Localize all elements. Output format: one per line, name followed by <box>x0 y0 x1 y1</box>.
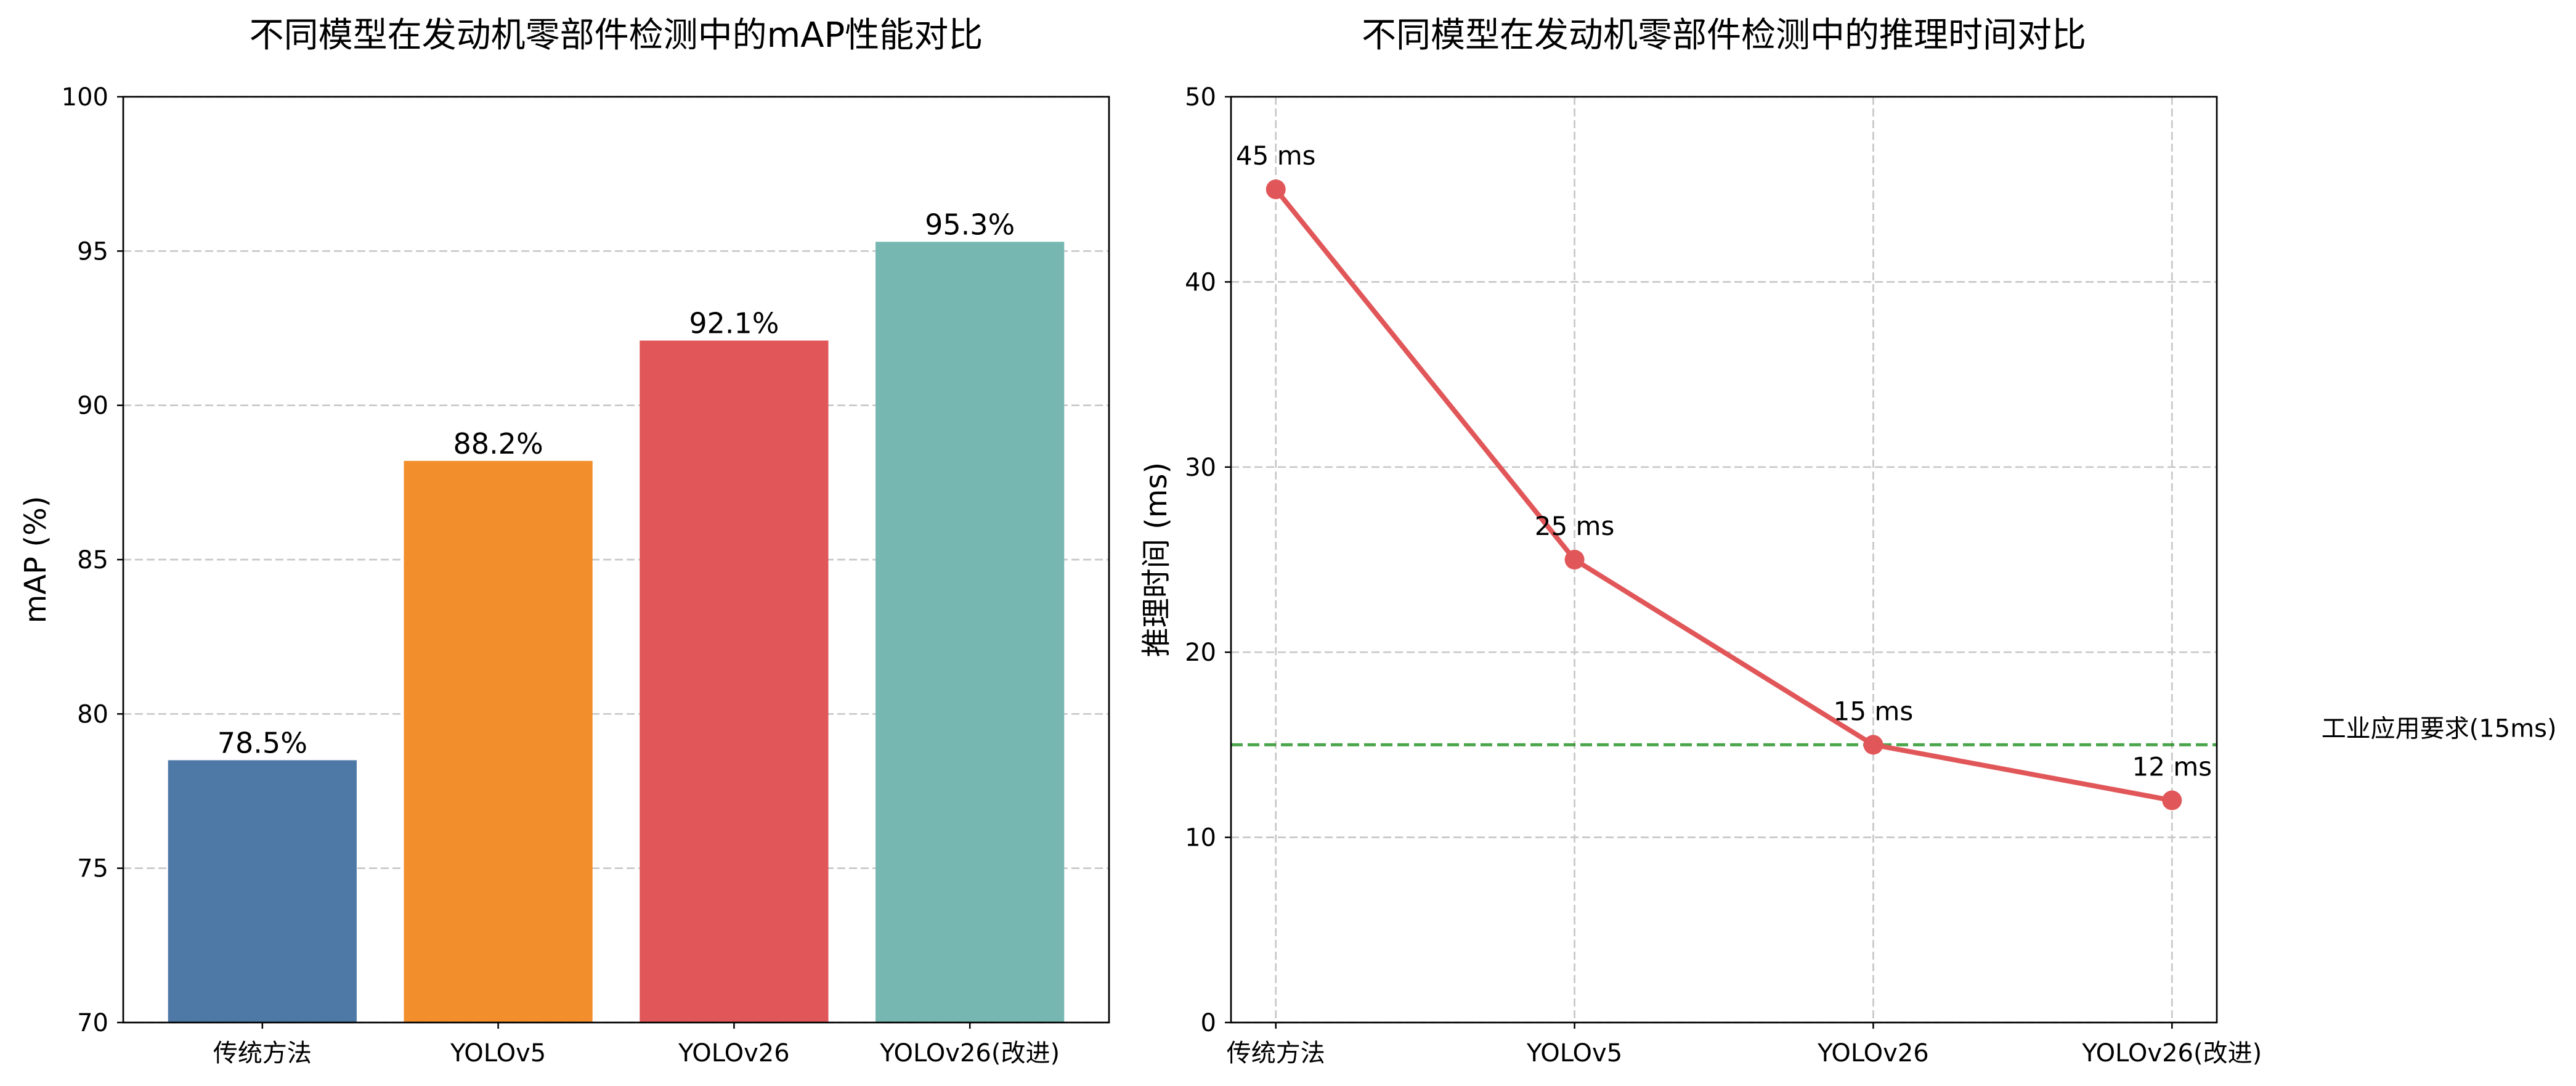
data-points: 45 ms 25 ms 15 ms 12 ms <box>1236 141 2212 810</box>
x-tick-label: YOLOv26 <box>678 1039 790 1068</box>
data-point <box>1266 179 1286 200</box>
y-tick-label: 80 <box>77 700 108 729</box>
y-tick-label: 40 <box>1185 268 1216 296</box>
inference-time-line-chart: 不同模型在发动机零部件检测中的推理时间对比 推理时间 (ms) 工业应用要求(1… <box>1139 15 2557 1068</box>
data-point-label: 45 ms <box>1236 141 1316 171</box>
y-tick-label: 30 <box>1185 454 1216 482</box>
data-point <box>1863 735 1883 755</box>
axes-frame <box>122 96 1110 1024</box>
y-tick-label: 0 <box>1201 1009 1216 1037</box>
x-tick-label: 传统方法 <box>213 1039 312 1068</box>
bar-value-label: 88.2% <box>453 427 543 460</box>
x-tick-label: YOLOv5 <box>450 1039 546 1068</box>
chart-title: 不同模型在发动机零部件检测中的推理时间对比 <box>1362 15 2086 55</box>
bars: 78.5% 88.2% 92.1% 95.3% <box>168 208 1065 1023</box>
bar-value-label: 95.3% <box>925 208 1015 241</box>
x-tick-label: 传统方法 <box>1227 1039 1325 1068</box>
y-axis-label: 推理时间 (ms) <box>1139 462 1174 657</box>
chart-title: 不同模型在发动机零部件检测中的mAP性能对比 <box>250 15 983 55</box>
x-tick-label: YOLOv26 <box>1817 1039 1929 1068</box>
axis-ticks: 70 75 80 85 90 95 100 传统方法 YOLOv5 YOLOv26 YOLOv26(… <box>62 83 1060 1068</box>
data-point <box>1564 550 1585 570</box>
plot-area: 工业应用要求(15ms) 45 ms 25 ms 15 ms 12 ms 0 10 20 30 4… <box>1185 83 2557 1068</box>
axis-ticks: 0 10 20 30 40 50 传统方法 YOLOv5 YOLOv26 YOLOv26(改进) <box>1185 83 2262 1068</box>
map-bar-chart: 不同模型在发动机零部件检测中的mAP性能对比 mAP (%) 78.5% 88.2… <box>18 15 1110 1068</box>
y-tick-label: 85 <box>77 546 108 574</box>
bar-value-label: 78.5% <box>217 726 307 759</box>
bar <box>640 340 829 1023</box>
reference-line-label: 工业应用要求(15ms) <box>2322 714 2557 743</box>
y-tick-label: 100 <box>62 83 108 112</box>
data-point <box>2162 790 2182 810</box>
y-tick-label: 10 <box>1185 824 1216 852</box>
y-tick-label: 70 <box>77 1009 108 1037</box>
bar-value-label: 92.1% <box>689 307 779 340</box>
y-tick-label: 90 <box>77 392 108 420</box>
x-tick-label: YOLOv26(改进) <box>2081 1039 2262 1068</box>
x-tick-label: YOLOv26(改进) <box>879 1039 1060 1068</box>
y-axis-label: mAP (%) <box>18 496 53 624</box>
series-line <box>1273 187 2175 803</box>
y-tick-label: 20 <box>1185 639 1216 667</box>
plot-area: 78.5% 88.2% 92.1% 95.3% 70 75 80 85 90 95 100 传统方法 Y… <box>62 83 1110 1068</box>
y-tick-label: 75 <box>77 855 108 883</box>
axes-frame <box>1230 96 2218 1024</box>
data-point-label: 12 ms <box>2132 752 2212 782</box>
x-tick-label: YOLOv5 <box>1526 1039 1622 1068</box>
bar <box>404 460 593 1023</box>
data-point-label: 15 ms <box>1834 696 1914 726</box>
y-tick-label: 95 <box>77 237 108 266</box>
y-tick-label: 50 <box>1185 83 1216 112</box>
bar <box>168 760 357 1023</box>
bar <box>876 242 1065 1023</box>
data-point-label: 25 ms <box>1535 511 1615 541</box>
